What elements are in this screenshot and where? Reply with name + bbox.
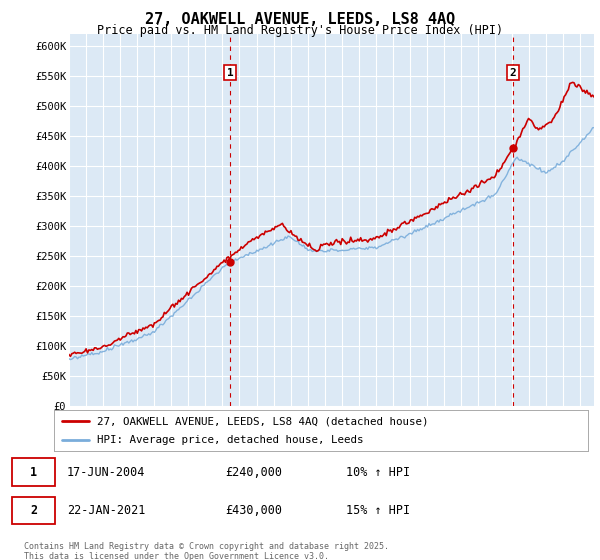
Text: 22-JAN-2021: 22-JAN-2021 xyxy=(67,504,145,517)
Text: 1: 1 xyxy=(227,68,233,78)
Text: £430,000: £430,000 xyxy=(225,504,282,517)
FancyBboxPatch shape xyxy=(12,459,55,486)
Text: 10% ↑ HPI: 10% ↑ HPI xyxy=(346,466,410,479)
Text: HPI: Average price, detached house, Leeds: HPI: Average price, detached house, Leed… xyxy=(97,435,363,445)
Text: 15% ↑ HPI: 15% ↑ HPI xyxy=(346,504,410,517)
Text: 1: 1 xyxy=(30,466,37,479)
Text: Contains HM Land Registry data © Crown copyright and database right 2025.
This d: Contains HM Land Registry data © Crown c… xyxy=(24,542,389,560)
Text: 27, OAKWELL AVENUE, LEEDS, LS8 4AQ: 27, OAKWELL AVENUE, LEEDS, LS8 4AQ xyxy=(145,12,455,27)
Text: 2: 2 xyxy=(30,504,37,517)
Text: 2: 2 xyxy=(509,68,517,78)
Text: 27, OAKWELL AVENUE, LEEDS, LS8 4AQ (detached house): 27, OAKWELL AVENUE, LEEDS, LS8 4AQ (deta… xyxy=(97,417,428,426)
Text: Price paid vs. HM Land Registry's House Price Index (HPI): Price paid vs. HM Land Registry's House … xyxy=(97,24,503,37)
Text: 17-JUN-2004: 17-JUN-2004 xyxy=(67,466,145,479)
Text: £240,000: £240,000 xyxy=(225,466,282,479)
FancyBboxPatch shape xyxy=(12,497,55,524)
